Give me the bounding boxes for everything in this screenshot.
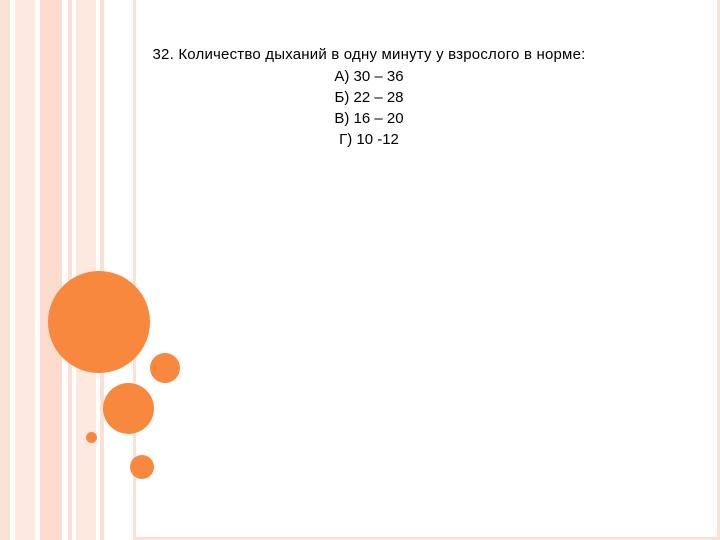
decorative-stripe [0, 0, 10, 540]
decorative-stripe [100, 0, 104, 540]
decorative-circle-large [48, 271, 150, 373]
answer-option-a: А) 30 – 36 [334, 68, 404, 85]
decorative-circle-small [130, 455, 154, 479]
decorative-stripe [15, 0, 35, 540]
answer-option-b: Б) 22 – 28 [334, 89, 404, 106]
answer-options: А) 30 – 36 Б) 22 – 28 В) 16 – 20 Г) 10 -… [95, 66, 643, 150]
slide-right-border [717, 0, 720, 540]
answer-option-c: В) 16 – 20 [334, 110, 404, 127]
decorative-stripe [133, 0, 136, 540]
slide-bottom-border [136, 537, 720, 540]
decorative-circle-medium [103, 383, 154, 434]
question-text: 32. Количество дыханий в одну минуту у в… [152, 46, 586, 63]
decorative-stripe [76, 0, 96, 540]
decorative-stripe [68, 0, 72, 540]
decorative-stripe [40, 0, 62, 540]
slide-content: 32. Количество дыханий в одну минуту у в… [95, 44, 643, 150]
answer-option-d: Г) 10 -12 [339, 131, 399, 148]
decorative-circle-medium [150, 353, 180, 383]
decorative-circle-small [86, 432, 97, 443]
